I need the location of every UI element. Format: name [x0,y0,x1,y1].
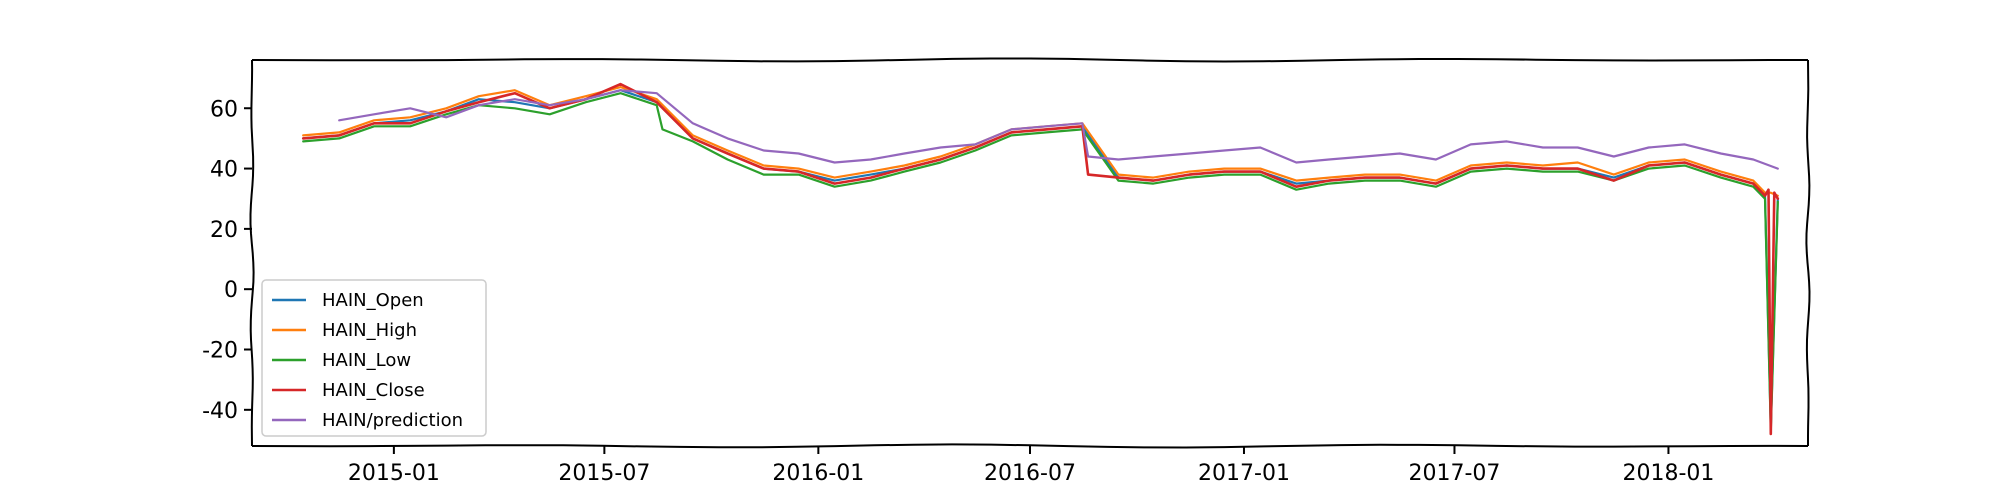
axes: 60 40 20 0 -20 -40 2015-01 2015-07 2016-01 2016-0… [202,57,1811,486]
x-tick-label: 2016-07 [984,461,1076,486]
series-line-hain-close [301,82,1780,436]
y-tick-label: 20 [210,218,238,243]
legend: HAIN_Open HAIN_High HAIN_Low HAIN_Close HAIN… [261,279,487,437]
legend-box [261,279,487,437]
series-group [301,82,1780,436]
y-tick-label: 60 [210,97,238,122]
x-tick-label: 2015-01 [348,461,440,486]
legend-label: HAIN_High [322,320,417,341]
plot-frame-top [251,57,1808,63]
y-tick-label: -20 [202,339,238,364]
plot-frame-left [249,59,255,447]
y-tick-label: 0 [224,278,238,303]
series-line-hain-open [302,89,1779,429]
y-tick-label: 40 [210,158,238,183]
legend-label: HAIN_Open [322,290,424,311]
series-line-hain-low [302,92,1779,432]
plot-frame-right [1805,59,1811,446]
x-tick-label: 2017-01 [1198,461,1290,486]
x-tick-label: 2015-07 [558,461,650,486]
legend-label: HAIN_Low [322,350,411,371]
x-tick-label: 2016-01 [772,461,864,486]
plot-frame-bottom [251,443,1809,449]
legend-label: HAIN_Close [322,380,425,401]
x-tick-label: 2017-07 [1409,461,1501,486]
series-line-hain-prediction [338,89,1779,170]
x-tick-label: 2018-01 [1622,461,1714,486]
legend-label: HAIN/prediction [322,410,463,431]
y-tick-label: -40 [202,399,238,424]
